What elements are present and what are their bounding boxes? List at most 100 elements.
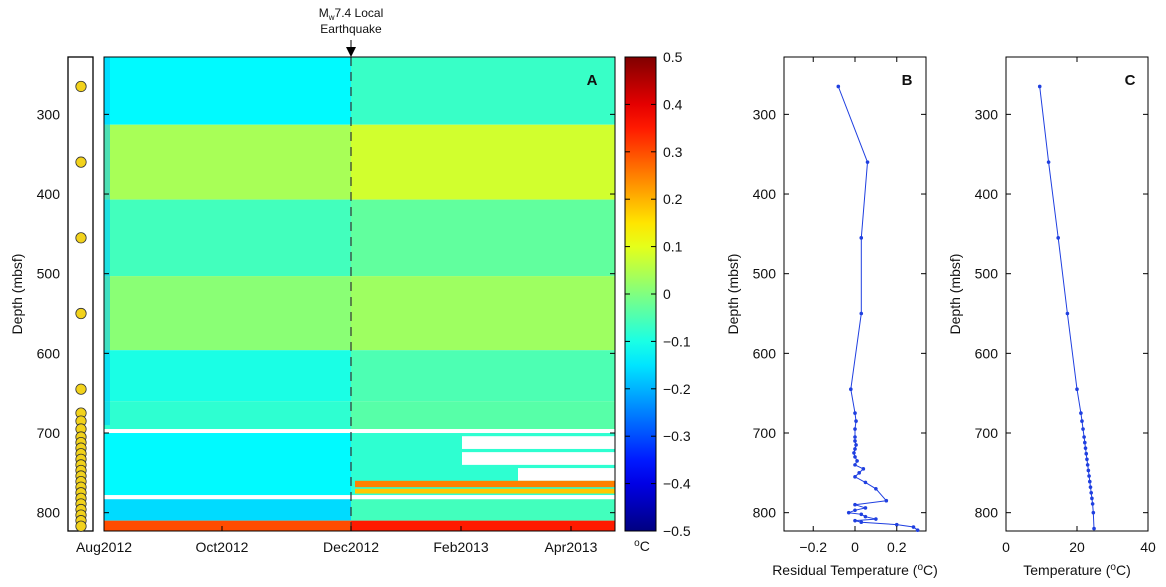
panel-c-y-axis-title: Depth (mbsf) [947, 254, 963, 335]
y-tick-label: 600 [37, 345, 61, 361]
profile-point [853, 447, 857, 451]
colorbar-tick-label: 0.2 [663, 191, 683, 207]
profile-point [853, 435, 857, 439]
panel-a-x-ticks: Aug2012 Oct2012 Dec2012 Feb2013 Apr2013 [76, 526, 598, 555]
heatmap-band-after [351, 276, 615, 351]
heatmap-data-gap [462, 436, 615, 449]
profile-point [1065, 311, 1070, 316]
heatmap-band-after [351, 350, 615, 402]
profile-point [853, 439, 857, 443]
profile-point [1090, 496, 1094, 501]
heatmap-band-after [351, 199, 615, 277]
profile-point [853, 455, 857, 459]
x-tick-label: −0.2 [799, 539, 827, 555]
profile-point [853, 518, 857, 523]
heatmap-warm-streak [355, 488, 615, 494]
profile-point [1082, 435, 1086, 439]
profile-point [911, 525, 916, 529]
heatmap-band-before [104, 124, 351, 200]
heatmap-band-after [351, 520, 615, 531]
y-tick-label: 800 [37, 505, 61, 521]
profile-point [1083, 440, 1087, 445]
panel-c-y-ticks: 300 400 500 600 700 800 [975, 106, 1148, 521]
sensor-marker [75, 307, 87, 320]
x-tick-label: 0.2 [887, 539, 907, 555]
profile-point [854, 419, 858, 423]
x-tick-label: Oct2012 [196, 539, 249, 555]
profile-point [859, 520, 864, 525]
heatmap-band-after [351, 57, 615, 125]
profile-point [1079, 411, 1083, 415]
panel-c-x-ticks: 0 20 40 [1002, 57, 1156, 555]
profile-point [1085, 457, 1089, 462]
profile-point [1037, 84, 1042, 89]
y-tick-label: 300 [753, 106, 777, 122]
colorbar-ticks: 0.5 0.4 0.3 0.2 0.1 0 −0.1 −0.2 −0.3 −0.4 −0.5 [625, 49, 691, 539]
panel-c-x-axis-title: Temperature (oC) [1023, 562, 1131, 578]
panel-c-plot [1037, 84, 1096, 531]
profile-point [894, 522, 899, 527]
profile-point [846, 510, 851, 515]
heatmap-band-before [104, 276, 351, 351]
profile-point [1087, 474, 1091, 478]
x-tick-label: 0 [1002, 539, 1010, 555]
profile-point [1092, 526, 1096, 531]
panel-a-frame [103, 56, 616, 532]
profile-point [853, 411, 857, 415]
profile-point [915, 528, 920, 533]
colorbar-unit-label: oC [634, 538, 650, 554]
sensor-marker [75, 232, 87, 244]
profile-point [836, 84, 841, 89]
profile-point [853, 463, 857, 467]
profile-point [865, 160, 870, 164]
x-tick-label: Apr2013 [545, 539, 598, 555]
colorbar-tick-label: −0.1 [663, 333, 691, 349]
sensor-marker [75, 520, 87, 532]
y-tick-label: 400 [975, 186, 999, 202]
heatmap-band-before [104, 520, 351, 531]
x-tick-label: 40 [1140, 539, 1156, 555]
colorbar-tick-label: 0.1 [663, 239, 683, 255]
colorbar-tick-label: −0.5 [663, 523, 691, 539]
y-tick-label: 600 [975, 345, 999, 361]
heatmap-band-before [104, 350, 351, 402]
sensor-marker [75, 80, 87, 93]
panel-b-plot [836, 84, 920, 533]
profile-point [854, 443, 858, 447]
colorbar-tick-label: 0.5 [663, 49, 683, 65]
heatmap-warm-streak [355, 480, 615, 488]
profile-point [1083, 446, 1088, 450]
colorbar-tick-label: −0.4 [663, 476, 691, 492]
y-tick-label: 700 [753, 425, 777, 441]
panel-c-frame [1005, 56, 1149, 532]
y-tick-label: 500 [975, 266, 999, 282]
heatmap-band-before [104, 57, 351, 125]
y-tick-label: 800 [975, 505, 999, 521]
heatmap-band-after [351, 499, 615, 521]
panel-c: C Depth (mbsf) Temperature (oC) 30040050… [947, 56, 1156, 578]
y-tick-label: 700 [975, 425, 999, 441]
heatmap-band-before [104, 199, 351, 277]
panel-b-label: B [902, 72, 913, 89]
profile-point [1087, 479, 1092, 484]
earthquake-label-line1: Mw7.4 Local [319, 6, 383, 22]
profile-point [853, 475, 857, 479]
profile-point [859, 311, 864, 316]
y-tick-label: 800 [753, 505, 777, 521]
profile-point [859, 512, 864, 517]
profile-point [884, 498, 889, 503]
panel-b-x-ticks: −0.2 0 0.2 [799, 57, 907, 555]
heatmap-band-before [104, 499, 351, 521]
heatmap-data-gap [462, 452, 615, 465]
heatmap-cool-edge [104, 57, 110, 426]
profile-point [853, 508, 857, 513]
x-tick-label: Feb2013 [433, 539, 488, 555]
heatmap-band-after [351, 124, 615, 200]
colorbar-gradient [625, 57, 656, 531]
colorbar: 0.5 0.4 0.3 0.2 0.1 0 −0.1 −0.2 −0.3 −0.4 −0.5 oC [624, 49, 691, 554]
heatmap-data-gap [104, 429, 615, 434]
panel-b-frame [783, 56, 927, 532]
y-tick-label: 300 [37, 106, 61, 122]
